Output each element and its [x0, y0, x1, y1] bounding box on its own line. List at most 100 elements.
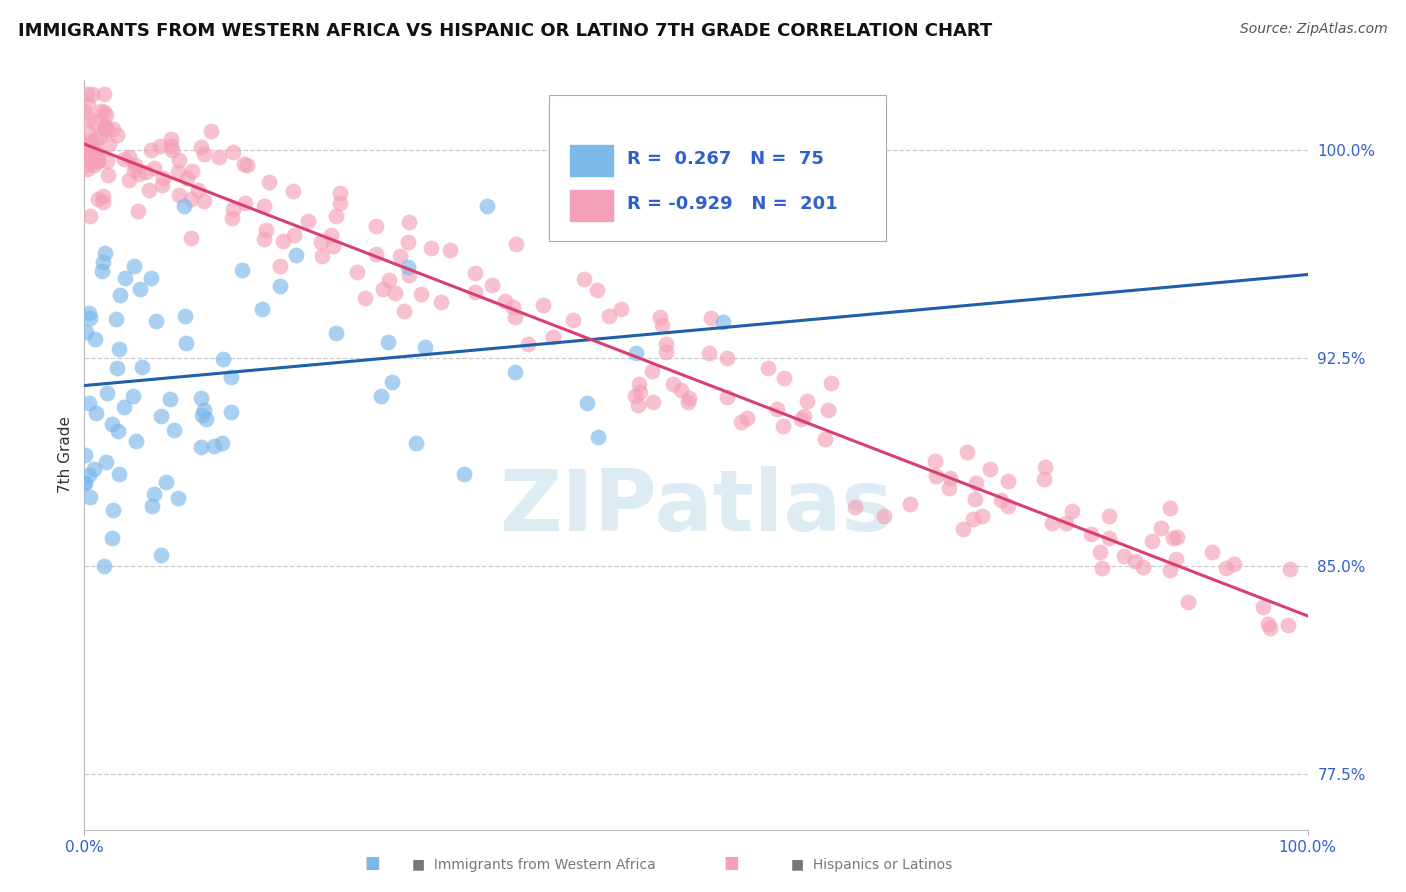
Point — [108, 342, 131, 356]
Point — [253, 199, 276, 213]
Point — [1132, 560, 1154, 574]
Point — [193, 194, 215, 208]
Point — [772, 419, 794, 434]
Point — [176, 171, 198, 186]
Point — [96, 107, 118, 121]
Point — [420, 241, 443, 255]
Point — [173, 199, 195, 213]
Point — [1159, 500, 1181, 515]
Point — [167, 491, 190, 505]
Point — [997, 474, 1019, 488]
Point — [378, 272, 401, 286]
Point — [1159, 563, 1181, 577]
Point — [122, 259, 145, 273]
Point — [181, 164, 204, 178]
Point — [131, 359, 153, 374]
Point — [309, 235, 332, 250]
Point — [73, 138, 96, 153]
Point — [678, 391, 700, 405]
Point — [76, 146, 98, 161]
Point — [283, 185, 305, 199]
Point — [346, 264, 368, 278]
Point — [190, 440, 212, 454]
Point — [141, 499, 163, 513]
Text: ■  Hispanics or Latinos: ■ Hispanics or Latinos — [792, 858, 952, 872]
Point — [735, 410, 758, 425]
Point — [91, 264, 114, 278]
Point — [84, 132, 107, 146]
Point — [662, 376, 685, 391]
Point — [79, 134, 101, 148]
Point — [91, 189, 114, 203]
Point — [160, 144, 183, 158]
Point — [77, 96, 100, 111]
Point — [1098, 509, 1121, 524]
Point — [965, 492, 987, 507]
Point — [163, 423, 186, 437]
Point — [101, 121, 124, 136]
Point — [364, 247, 387, 261]
Point — [145, 314, 167, 328]
Point — [531, 297, 554, 311]
Point — [586, 430, 609, 444]
Y-axis label: 7th Grade: 7th Grade — [58, 417, 73, 493]
Point — [166, 165, 188, 179]
Point — [413, 340, 436, 354]
Point — [138, 183, 160, 197]
Point — [371, 282, 394, 296]
Point — [128, 282, 150, 296]
Point — [676, 395, 699, 409]
Point — [160, 138, 183, 153]
Bar — [569, 145, 613, 177]
Point — [93, 120, 115, 135]
Point — [160, 132, 183, 146]
Point — [84, 150, 107, 164]
Point — [1177, 595, 1199, 609]
Point — [87, 153, 110, 168]
Point — [297, 213, 319, 227]
Point — [1054, 516, 1077, 531]
Point — [979, 462, 1001, 476]
Point — [643, 395, 665, 409]
Bar — [569, 190, 613, 221]
Point — [1140, 533, 1163, 548]
Point — [208, 150, 231, 164]
Point — [127, 204, 149, 219]
Point — [193, 146, 215, 161]
Point — [93, 87, 115, 102]
Point — [628, 385, 651, 400]
Point — [80, 140, 103, 154]
Point — [80, 87, 103, 102]
Point — [756, 360, 779, 375]
Point — [155, 475, 177, 490]
Point — [221, 202, 243, 217]
Point — [90, 103, 112, 118]
Point — [610, 301, 633, 316]
Point — [93, 119, 115, 133]
Point — [139, 271, 162, 285]
Point — [952, 522, 974, 536]
Point — [396, 235, 419, 250]
Point — [585, 284, 607, 298]
Point — [141, 143, 163, 157]
Point — [233, 195, 256, 210]
Point — [697, 346, 720, 360]
Point — [814, 432, 837, 446]
Point — [128, 167, 150, 181]
Point — [79, 310, 101, 325]
Point — [79, 209, 101, 223]
Point — [83, 143, 105, 157]
Point — [1032, 472, 1054, 486]
Point — [73, 475, 96, 490]
Point — [107, 424, 129, 438]
Point — [1040, 516, 1063, 530]
Point — [366, 219, 388, 234]
Point — [641, 364, 664, 378]
Point — [453, 467, 475, 481]
Point — [1258, 621, 1281, 635]
Point — [87, 192, 110, 206]
Point — [384, 286, 406, 301]
Point — [793, 409, 815, 423]
Point — [655, 345, 678, 359]
Point — [101, 503, 124, 517]
